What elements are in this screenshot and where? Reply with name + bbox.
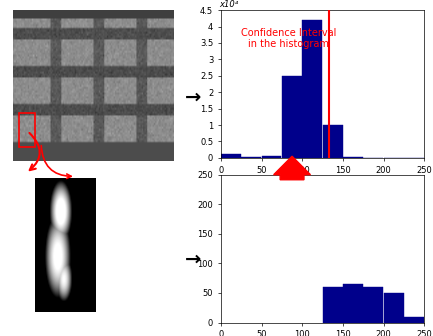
- Bar: [404, 317, 424, 323]
- Bar: [363, 287, 383, 323]
- Bar: [323, 287, 343, 323]
- Text: x10⁴: x10⁴: [219, 0, 238, 9]
- Bar: [323, 125, 343, 158]
- Bar: [221, 154, 241, 158]
- Bar: [282, 76, 302, 158]
- Text: →: →: [184, 249, 201, 268]
- Bar: [262, 156, 281, 158]
- Bar: [343, 284, 363, 323]
- Bar: [302, 20, 322, 158]
- Bar: [343, 157, 363, 158]
- Bar: [241, 157, 261, 158]
- Text: →: →: [184, 88, 201, 107]
- Text: Confidence Interval
in the histogram: Confidence Interval in the histogram: [241, 28, 336, 49]
- Bar: [19, 113, 35, 147]
- Bar: [384, 293, 404, 323]
